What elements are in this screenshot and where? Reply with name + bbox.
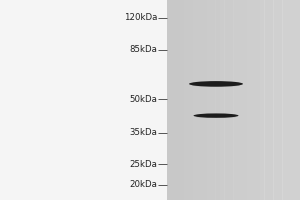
Bar [256,0,260,200]
Ellipse shape [194,113,238,118]
Bar [224,0,229,200]
Bar [0,0,167,200]
Bar [167,0,171,200]
Bar [202,0,207,200]
Ellipse shape [189,81,243,87]
Bar [273,0,278,200]
Bar [291,0,296,200]
Text: 35kDa: 35kDa [129,128,157,137]
Bar [176,0,180,200]
Text: 85kDa: 85kDa [129,45,157,54]
Bar [184,0,189,200]
Bar [233,0,238,200]
Text: 25kDa: 25kDa [129,160,157,169]
Bar [211,0,216,200]
Bar [238,0,242,200]
Bar [269,0,274,200]
Bar [215,0,220,200]
Bar [193,0,198,200]
Text: 20kDa: 20kDa [129,180,157,189]
Bar [287,0,291,200]
Bar [278,0,283,200]
Bar [180,0,184,200]
Text: 120kDa: 120kDa [124,13,157,22]
Bar [282,0,287,200]
Bar [242,0,247,200]
Bar [171,0,176,200]
Bar [189,0,194,200]
Bar [167,0,300,200]
Bar [229,0,234,200]
Text: 50kDa: 50kDa [129,95,157,104]
Bar [251,0,256,200]
Bar [198,0,203,200]
Bar [264,0,269,200]
Bar [247,0,251,200]
Bar [296,0,300,200]
Bar [220,0,225,200]
Bar [207,0,211,200]
Bar [260,0,265,200]
Ellipse shape [196,116,236,118]
Ellipse shape [192,85,240,87]
